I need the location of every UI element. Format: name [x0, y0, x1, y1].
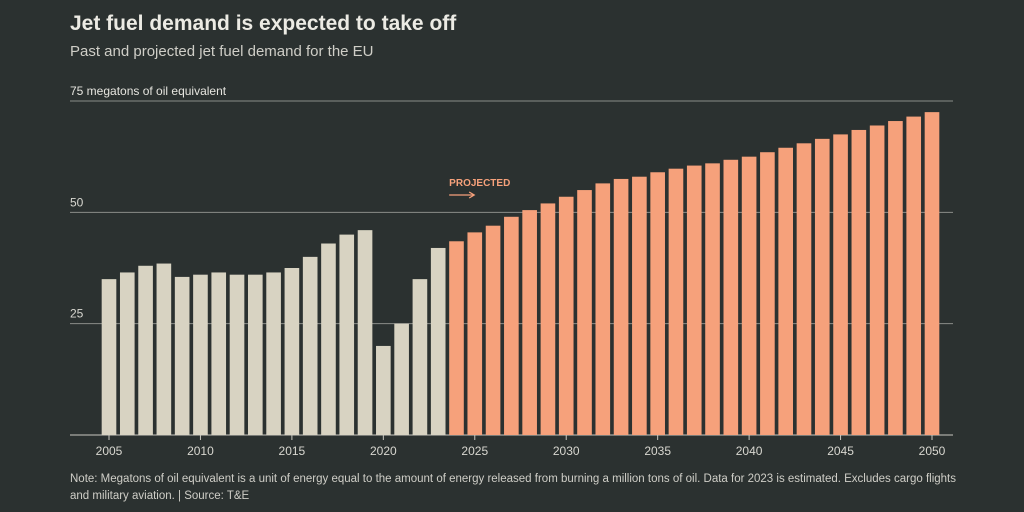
bar-2011	[211, 272, 227, 435]
bar-2025	[467, 232, 483, 435]
bar-2009	[174, 276, 190, 435]
y-tick-label-50: 50	[70, 195, 84, 209]
bar-2033	[613, 178, 629, 435]
bar-2047	[869, 125, 885, 435]
bar-2028	[522, 210, 537, 435]
footnote: Note: Megatons of oil equivalent is a un…	[70, 473, 956, 502]
chart-title: Jet fuel demand is expected to take off	[70, 12, 457, 35]
bar-2017	[321, 243, 336, 435]
bar-2046	[851, 129, 867, 436]
x-tick-label-2030: 2030	[553, 444, 580, 458]
bar-2044	[814, 138, 830, 435]
bar-2034	[632, 176, 647, 435]
x-axis-ticks: 2005 2010 2015 2020 2025 2030 2035 2040 2045 2050	[96, 435, 946, 458]
bar-2014	[266, 272, 281, 435]
bar-2019	[357, 230, 373, 435]
bar-2015	[284, 268, 300, 435]
y-axis-ticks: 25 50	[70, 195, 84, 320]
bar-2012	[229, 274, 245, 435]
bar-2022	[412, 279, 428, 435]
bar-2007	[138, 265, 153, 435]
bar-2038	[705, 163, 720, 435]
x-tick-label-2050: 2050	[919, 444, 946, 458]
bar-2005	[101, 279, 117, 435]
bar-2013	[247, 274, 263, 435]
x-tick-label-2025: 2025	[461, 444, 488, 458]
bar-2042	[778, 147, 794, 435]
bar-2043	[796, 143, 812, 435]
bar-2030	[558, 196, 574, 435]
x-tick-label-2040: 2040	[736, 444, 763, 458]
projected-label: PROJECTED	[449, 178, 510, 189]
bar-2006	[119, 272, 135, 435]
bar-2045	[833, 134, 848, 435]
x-tick-label-2015: 2015	[279, 444, 306, 458]
bar-2026	[485, 225, 501, 435]
bar-2036	[668, 168, 684, 435]
projected-annotation: PROJECTED	[449, 178, 510, 199]
bar-2027	[504, 216, 519, 435]
bar-2039	[723, 159, 739, 435]
bar-2016	[302, 256, 318, 435]
bar-2041	[760, 152, 775, 436]
bar-2029	[540, 203, 556, 435]
bar-2031	[577, 190, 592, 435]
bar-2049	[906, 116, 922, 435]
projected-arrow-icon	[468, 191, 476, 199]
y-axis-unit-label: 75 megatons of oil equivalent	[70, 84, 227, 98]
bar-2021	[394, 323, 409, 435]
bar-2023	[430, 247, 446, 435]
x-tick-label-2045: 2045	[827, 444, 854, 458]
bar-2035	[650, 172, 665, 435]
bar-2040	[741, 156, 757, 435]
bar-2018	[339, 234, 355, 435]
bars	[101, 112, 940, 436]
y-tick-label-25: 25	[70, 307, 84, 321]
x-tick-label-2010: 2010	[187, 444, 214, 458]
chart-subtitle: Past and projected jet fuel demand for t…	[70, 43, 374, 60]
bar-2050	[924, 112, 940, 435]
bar-2032	[595, 183, 611, 435]
bar-2048	[888, 121, 903, 435]
bar-2037	[686, 165, 702, 435]
bar-2024	[449, 241, 464, 435]
bar-2008	[156, 263, 172, 435]
x-tick-label-2035: 2035	[644, 444, 671, 458]
bar-2020	[376, 345, 391, 435]
x-tick-label-2005: 2005	[96, 444, 123, 458]
bar-2010	[193, 274, 208, 435]
x-tick-label-2020: 2020	[370, 444, 397, 458]
